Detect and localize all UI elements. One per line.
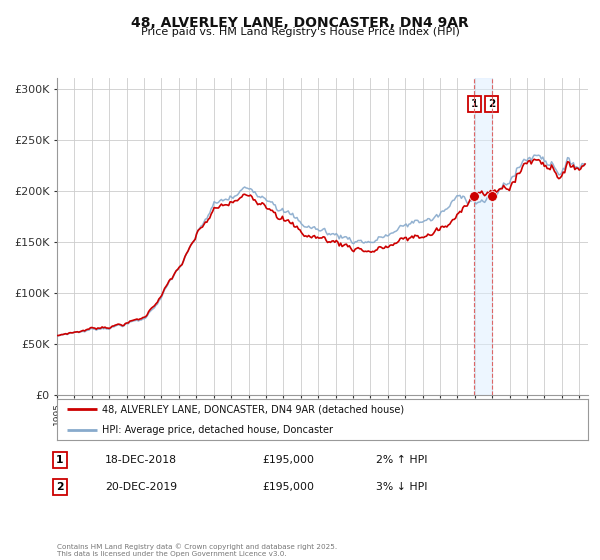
Text: Contains HM Land Registry data © Crown copyright and database right 2025.
This d: Contains HM Land Registry data © Crown c…: [57, 544, 337, 557]
Text: Price paid vs. HM Land Registry's House Price Index (HPI): Price paid vs. HM Land Registry's House …: [140, 27, 460, 37]
Text: 2: 2: [56, 482, 64, 492]
Text: 48, ALVERLEY LANE, DONCASTER, DN4 9AR: 48, ALVERLEY LANE, DONCASTER, DN4 9AR: [131, 16, 469, 30]
Text: 18-DEC-2018: 18-DEC-2018: [105, 455, 177, 465]
Text: 1: 1: [56, 455, 64, 465]
Text: 20-DEC-2019: 20-DEC-2019: [105, 482, 177, 492]
Text: 2% ↑ HPI: 2% ↑ HPI: [376, 455, 428, 465]
Text: 2: 2: [488, 99, 495, 109]
Text: £195,000: £195,000: [262, 455, 314, 465]
Text: £195,000: £195,000: [262, 482, 314, 492]
Text: 48, ALVERLEY LANE, DONCASTER, DN4 9AR (detached house): 48, ALVERLEY LANE, DONCASTER, DN4 9AR (d…: [102, 404, 404, 414]
Bar: [474, 78, 491, 395]
Text: 1: 1: [470, 99, 478, 109]
Text: HPI: Average price, detached house, Doncaster: HPI: Average price, detached house, Donc…: [102, 424, 333, 435]
Text: 3% ↓ HPI: 3% ↓ HPI: [376, 482, 428, 492]
